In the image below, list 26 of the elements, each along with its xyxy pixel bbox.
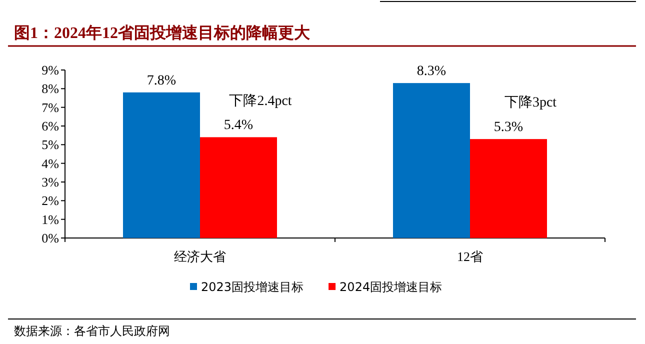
bar xyxy=(393,83,470,238)
data-label: 8.3% xyxy=(416,64,446,80)
bar xyxy=(200,137,277,238)
x-tick-label: 12省 xyxy=(457,249,483,264)
y-tick-label: 2% xyxy=(42,193,60,208)
y-tick-label: 1% xyxy=(42,212,60,227)
data-label: 7.8% xyxy=(146,73,176,88)
bar xyxy=(470,139,547,238)
y-tick-label: 0% xyxy=(42,230,60,246)
x-tick-label: 经济大省 xyxy=(174,249,226,264)
y-tick-label: 9% xyxy=(42,62,60,78)
y-tick-label: 8% xyxy=(42,81,60,96)
legend-label: 2024固投增速目标 xyxy=(340,280,442,294)
y-tick-label: 3% xyxy=(42,174,60,190)
legend-label: 2023固投增速目标 xyxy=(201,280,304,294)
y-tick-label: 4% xyxy=(42,156,60,171)
y-tick-label: 7% xyxy=(42,100,60,115)
y-tick-label: 5% xyxy=(42,137,60,152)
annotation: 下降3pct xyxy=(504,94,557,111)
y-tick-label: 6% xyxy=(42,118,60,134)
source-note: 数据来源：各省市人民政府网 xyxy=(14,324,170,338)
chart-title: 图1：2024年12省固投增速目标的降幅更大 xyxy=(14,24,311,42)
bar xyxy=(123,92,200,238)
data-label: 5.4% xyxy=(224,118,254,134)
data-label: 5.3% xyxy=(494,120,524,136)
annotation: 下降2.4pct xyxy=(229,92,292,109)
